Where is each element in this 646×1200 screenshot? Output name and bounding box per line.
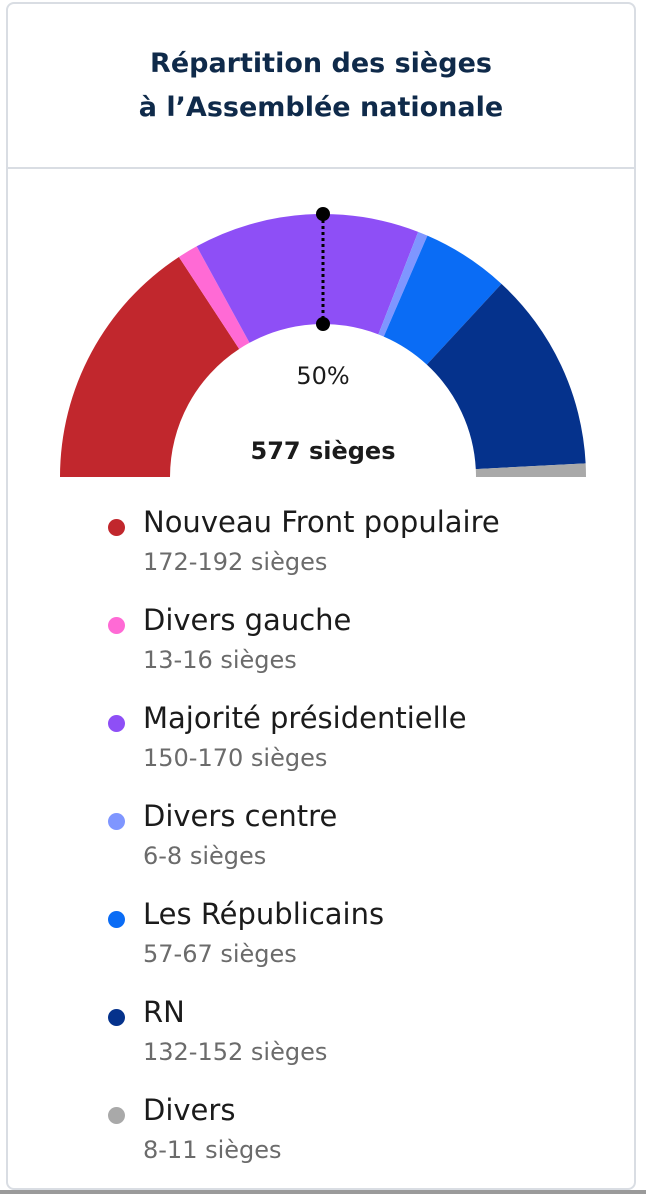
majority-marker-bottom (316, 317, 330, 331)
legend-dot (108, 813, 125, 830)
legend-range: 13-16 sièges (143, 646, 297, 674)
legend-item: Divers gauche 13-16 sièges (8, 597, 634, 695)
legend-range: 172-192 sièges (143, 548, 328, 576)
legend-range: 8-11 sièges (143, 1136, 282, 1164)
hemicycle-chart: 50% 577 sièges (8, 169, 634, 489)
legend-dot (108, 715, 125, 732)
legend-name: Divers centre (143, 799, 338, 833)
legend-range: 6-8 sièges (143, 842, 267, 870)
hemicycle-svg (60, 207, 586, 477)
legend-name: Nouveau Front populaire (143, 505, 500, 539)
legend-range: 132-152 sièges (143, 1038, 328, 1066)
legend-dot (108, 617, 125, 634)
seat-segment-6 (475, 463, 586, 477)
chart-title-line-1: Répartition des sièges (150, 47, 492, 79)
legend-name: Majorité présidentielle (143, 701, 467, 735)
seat-distribution-card: Répartition des sièges à l’Assemblée nat… (6, 2, 636, 1190)
seat-segment-2 (196, 214, 419, 343)
legend-dot (108, 911, 125, 928)
legend-dot (108, 1107, 125, 1124)
legend-dot (108, 519, 125, 536)
majority-marker-top (316, 207, 330, 221)
legend-item: Divers 8-11 sièges (8, 1087, 634, 1185)
seat-segment-1 (178, 246, 250, 350)
legend-name: RN (143, 995, 185, 1029)
legend-name: Divers gauche (143, 603, 352, 637)
legend-dot (108, 1009, 125, 1026)
seat-segment-0 (60, 256, 240, 477)
bottom-divider (0, 1190, 646, 1194)
total-seats-label: 577 sièges (250, 437, 396, 465)
legend-item: Majorité présidentielle 150-170 sièges (8, 695, 634, 793)
legend-item: Les Républicains 57-67 sièges (8, 891, 634, 989)
legend-range: 57-67 sièges (143, 940, 297, 968)
legend-item: Nouveau Front populaire 172-192 sièges (8, 499, 634, 597)
seat-segment-3 (378, 231, 428, 337)
legend-item: Divers centre 6-8 sièges (8, 793, 634, 891)
seat-segment-5 (426, 283, 586, 470)
seat-segment-4 (383, 235, 502, 365)
legend-name: Les Républicains (143, 897, 385, 931)
card-header: Répartition des sièges à l’Assemblée nat… (8, 4, 634, 169)
legend-item: RN 132-152 sièges (8, 989, 634, 1087)
majority-label: 50% (296, 362, 350, 390)
chart-title-line-2: à l’Assemblée nationale (138, 91, 504, 123)
legend-range: 150-170 sièges (143, 744, 328, 772)
legend-name: Divers (143, 1093, 236, 1127)
